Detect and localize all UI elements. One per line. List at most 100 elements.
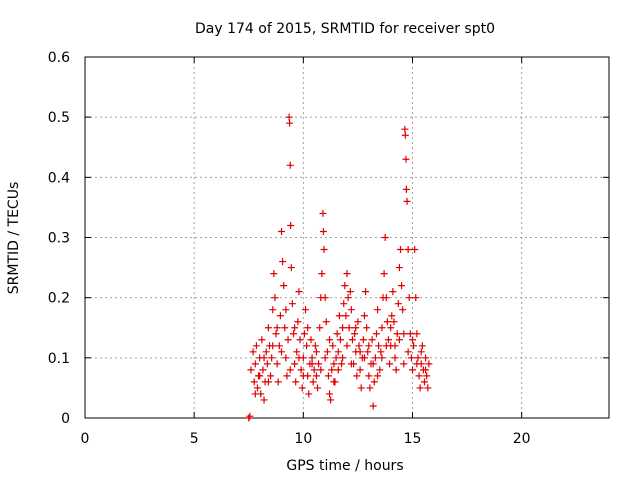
x-axis-label: GPS time / hours [286,458,403,474]
data-point [291,360,299,368]
data-point [351,330,359,338]
data-point [264,324,272,332]
x-tick-label: 10 [294,431,312,447]
data-point [386,360,394,368]
data-point [405,294,413,302]
data-point [357,384,365,392]
data-point [280,282,288,290]
data-point [417,348,425,356]
data-point [305,390,313,398]
data-point [356,348,364,356]
data-point [336,336,344,344]
data-point [387,324,395,332]
data-point [327,396,335,404]
data-point [388,312,396,320]
data-point [344,294,352,302]
data-point [292,378,300,386]
data-point [411,246,419,254]
data-point [355,342,363,350]
data-point [309,378,317,386]
data-point [422,366,430,374]
data-point [296,336,304,344]
data-point [365,372,373,380]
data-point [314,384,322,392]
data-point [246,412,254,420]
data-point [353,372,361,380]
data-point [378,354,386,362]
data-point [284,336,292,344]
data-point [383,318,391,326]
x-tick-label: 20 [513,431,531,447]
data-point [402,185,410,193]
data-point [413,360,421,368]
data-point [396,246,404,254]
data-point [403,197,411,205]
data-point [311,342,319,350]
data-point [378,324,386,332]
data-point [299,372,307,380]
data-point [298,384,306,392]
data-point [346,288,354,296]
data-point [328,366,336,374]
data-point [260,354,268,362]
data-point [409,366,416,374]
data-point [252,342,260,350]
data-point [369,402,377,410]
data-point [369,360,377,368]
data-point [345,324,353,332]
data-point [249,348,257,356]
axis-ticks: 0 0.1 0.2 0.3 0.4 0.5 0.6 0 5 10 15 20 [48,50,609,447]
data-point [291,324,299,332]
data-point [421,378,429,386]
data-point [330,378,338,386]
data-point [286,366,294,374]
data-point [413,330,421,338]
data-point [406,330,414,338]
data-point [275,342,283,350]
data-point [392,366,400,374]
data-point [278,227,285,235]
data-point [395,336,403,344]
data-point [374,306,382,314]
data-points [245,113,433,422]
data-point [259,366,267,374]
data-point [319,209,327,217]
data-point [271,294,279,302]
data-point [247,366,255,374]
data-point [376,366,384,374]
data-point [418,342,426,350]
data-point [332,354,340,362]
data-point [276,312,284,320]
data-point [394,300,402,308]
data-point [404,348,412,356]
data-point [401,125,409,133]
data-point [287,221,295,229]
data-point [375,342,383,350]
data-point [339,354,347,362]
y-tick-label: 0.1 [48,351,70,367]
data-point [321,354,329,362]
data-point [320,246,328,254]
data-point [274,378,282,386]
data-point [273,324,281,332]
data-point [368,336,376,344]
data-point [250,378,258,386]
data-point [391,354,399,362]
data-point [295,288,303,296]
data-point [382,294,390,302]
data-point [251,360,259,368]
data-point [297,366,305,374]
x-tick-label: 5 [190,431,199,447]
data-point [321,294,329,302]
data-point [360,312,368,320]
data-point [256,372,264,380]
data-point [330,360,338,368]
y-tick-label: 0.3 [48,231,70,247]
data-point [334,348,342,356]
data-point [286,161,294,169]
data-point [400,330,408,338]
data-point [272,330,280,338]
data-point [348,336,356,344]
data-point [338,360,346,368]
